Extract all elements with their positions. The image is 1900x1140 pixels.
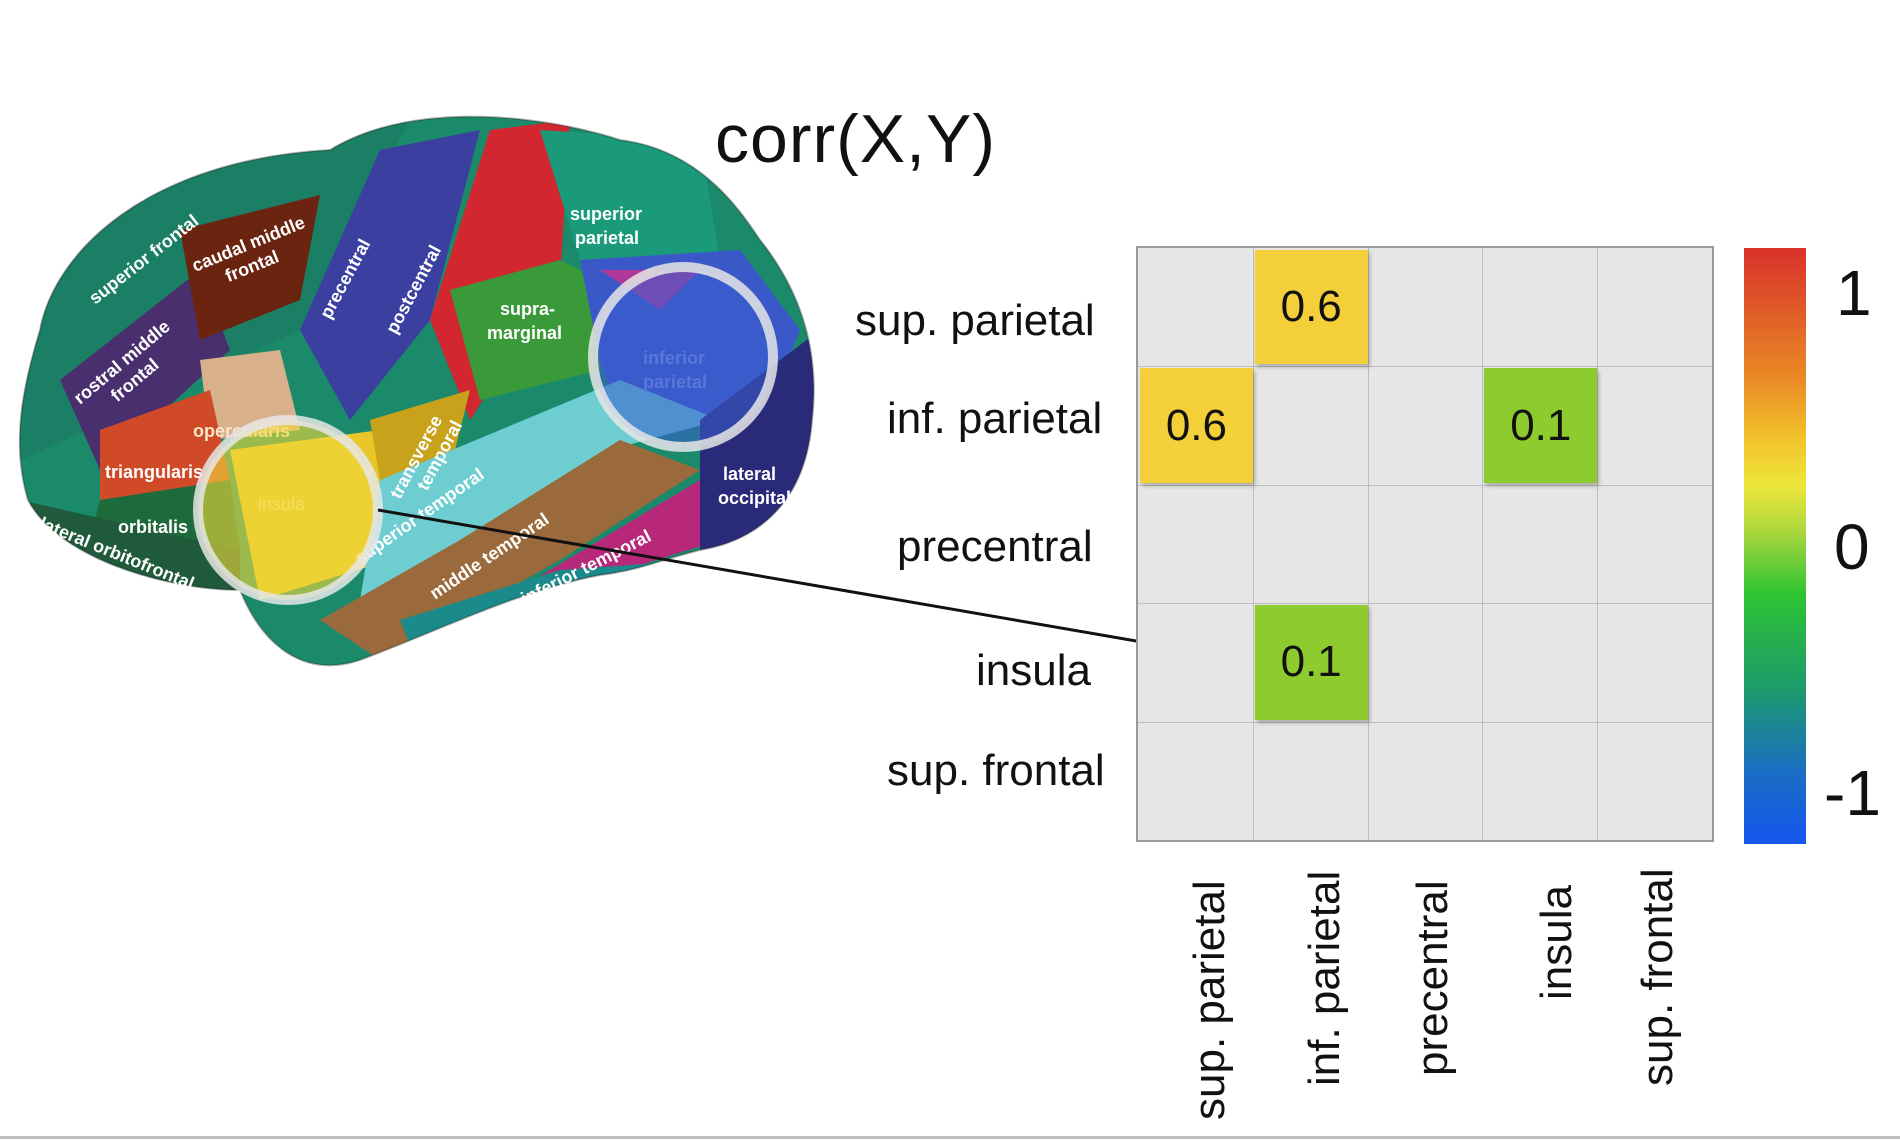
column-label: inf. parietal <box>1300 870 1349 1086</box>
matrix-cell: 0.6 <box>1254 250 1368 365</box>
matrix-gridline <box>1367 248 1369 840</box>
matrix-gridline <box>1252 248 1254 840</box>
connection-arrow <box>377 508 1253 663</box>
row-label: sup. frontal <box>887 746 1105 795</box>
region-label-superior-parietal: superior parietal <box>570 204 642 248</box>
region-label-orbitalis: orbitalis <box>118 517 188 537</box>
column-label: sup. frontal <box>1633 868 1682 1086</box>
row-label: insula <box>976 646 1091 695</box>
row-label: sup. parietal <box>855 296 1095 345</box>
matrix-cell: 0.6 <box>1140 368 1253 483</box>
region-label-triangularis: triangularis <box>105 462 203 482</box>
insula-highlight-circle <box>193 415 383 605</box>
region-label-lateral-occipital: lateral occipital <box>718 464 791 508</box>
colorbar <box>1744 248 1806 844</box>
matrix-cell: 0.1 <box>1254 605 1368 720</box>
matrix-gridline <box>1138 603 1712 605</box>
colorbar-tick-label: 1 <box>1836 257 1872 329</box>
matrix-gridline <box>1482 248 1484 840</box>
column-label: precentral <box>1408 880 1457 1076</box>
colorbar-tick-label: 0 <box>1834 511 1870 583</box>
row-label: inf. parietal <box>887 394 1103 443</box>
chart-title: corr(X,Y) <box>715 101 996 177</box>
bottom-divider <box>0 1136 1900 1139</box>
column-label: sup. parietal <box>1185 880 1234 1120</box>
matrix-gridline <box>1138 366 1712 368</box>
matrix-gridline <box>1138 484 1712 486</box>
matrix-gridline <box>1138 721 1712 723</box>
inferior-parietal-highlight-circle <box>588 262 778 452</box>
region-label-supra-marginal: supra-marginal <box>487 299 562 343</box>
column-label: insula <box>1532 885 1581 1000</box>
matrix-gridline <box>1597 248 1599 840</box>
correlation-matrix: 0.6 0.6 0.1 0.1 <box>1136 246 1714 842</box>
matrix-cell: 0.1 <box>1484 368 1598 483</box>
row-label: precentral <box>897 522 1093 571</box>
colorbar-tick-label: -1 <box>1824 757 1881 829</box>
